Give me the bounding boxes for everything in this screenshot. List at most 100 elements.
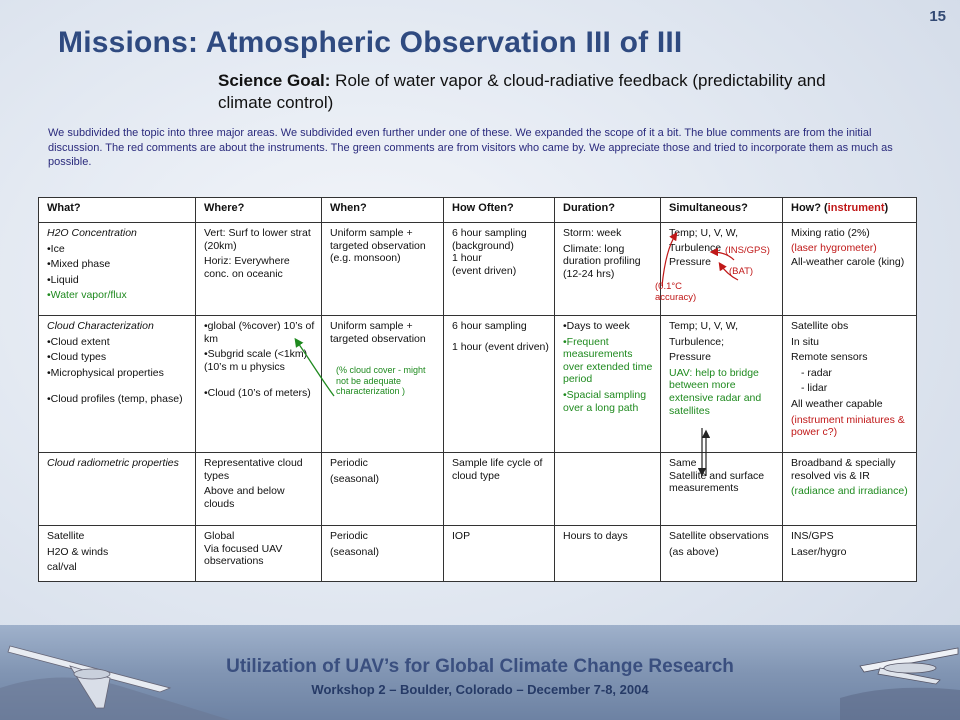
cell-line: Uniform sample + targeted observation (e… bbox=[330, 227, 426, 265]
cell-duration bbox=[554, 452, 661, 526]
cell-line: 1 hour bbox=[452, 252, 482, 265]
cell-when: Uniform sample + targeted observation (e… bbox=[321, 222, 444, 316]
cell-how: Mixing ratio (2%) (laser hygrometer) All… bbox=[782, 222, 917, 316]
cell-what: Cloud Characterization •Cloud extent •Cl… bbox=[38, 315, 196, 453]
cell-when: Uniform sample + targeted observation (%… bbox=[321, 315, 444, 453]
cell-line: Satellite observations bbox=[669, 530, 769, 542]
cell-line: Temp; U, V, W, bbox=[669, 227, 739, 239]
cell-how: Broadband & specially resolved vis & IR … bbox=[782, 452, 917, 526]
cell-simultaneous: Temp; U, V, W, Turbulence Pressure (INS/… bbox=[655, 222, 783, 316]
cell-line: •Frequent measurements over extended tim… bbox=[563, 335, 653, 386]
cell-line: (seasonal) bbox=[330, 472, 380, 485]
cell-where: Vert: Surf to lower strat (20km) Horiz: … bbox=[195, 222, 322, 316]
cell-how: Satellite obs In situ Remote sensors - r… bbox=[782, 315, 917, 453]
uav-aircraft-left-icon bbox=[0, 645, 230, 720]
cell-line: •Cloud (10’s of meters) bbox=[204, 387, 311, 400]
footer-subtitle: Workshop 2 – Boulder, Colorado – Decembe… bbox=[311, 682, 649, 697]
cell-line: •global (%cover) 10’s of km bbox=[204, 320, 315, 345]
cell-line: UAV: help to bridge between more extensi… bbox=[669, 366, 762, 417]
header-how-close: ) bbox=[884, 202, 889, 214]
footer-title: Utilization of UAV’s for Global Climate … bbox=[226, 656, 734, 677]
cell-how-often: 6 hour sampling 1 hour (event driven) bbox=[443, 315, 555, 453]
cell-line: Sample life cycle of cloud type bbox=[452, 457, 543, 482]
cell-line: •Cloud extent bbox=[47, 335, 110, 348]
header-simultaneous: Simultaneous? bbox=[660, 197, 783, 223]
cell-line: cal/val bbox=[47, 561, 77, 574]
cell-line: - lidar bbox=[801, 382, 828, 395]
cell-line: •Days to week bbox=[563, 320, 630, 332]
header-duration: Duration? bbox=[554, 197, 661, 223]
cell-line: Cloud Characterization bbox=[47, 320, 154, 332]
header-what: What? bbox=[38, 197, 196, 223]
note-bat: (BAT) bbox=[729, 266, 754, 277]
cell-line: Pressure bbox=[669, 256, 712, 269]
cell-duration: •Days to week •Frequent measurements ove… bbox=[554, 315, 661, 453]
cell-line: All-weather carole (king) bbox=[791, 256, 905, 269]
cell-line: Turbulence bbox=[669, 241, 722, 254]
cell-line: H2O & winds bbox=[47, 545, 109, 558]
cell-line: Climate: long duration profiling (12-24 … bbox=[563, 242, 641, 280]
cell-line: Vert: Surf to lower strat (20km) bbox=[204, 227, 311, 252]
cell-line: Mixing ratio (2%) bbox=[791, 227, 870, 239]
cell-line: •Subgrid scale (<1km) (10’s m u physics bbox=[204, 348, 308, 373]
cell-line: Turbulence; bbox=[669, 335, 725, 348]
cell-line: Periodic bbox=[330, 457, 368, 469]
cell-line: Satellite bbox=[47, 530, 85, 542]
cell-when: Periodic (seasonal) bbox=[321, 525, 444, 582]
cell-line: Horiz: Everywhere conc. on oceanic bbox=[204, 255, 290, 280]
cell-line: •Mixed phase bbox=[47, 258, 111, 271]
table-row: Cloud radiometric properties Representat… bbox=[38, 452, 917, 526]
cell-line: (as above) bbox=[669, 545, 719, 558]
mission-table: What? Where? When? How Often? Duration? … bbox=[38, 197, 917, 582]
cell-line: 1 hour (event driven) bbox=[452, 340, 549, 353]
cell-line: 6 hour sampling bbox=[452, 320, 527, 332]
cell-what: Cloud radiometric properties bbox=[38, 452, 196, 526]
cell-where: •global (%cover) 10’s of km •Subgrid sca… bbox=[195, 315, 322, 453]
table-header-row: What? Where? When? How Often? Duration? … bbox=[38, 197, 917, 223]
page-number: 15 bbox=[929, 8, 946, 25]
cell-simultaneous: Temp; U, V, W, Turbulence; Pressure UAV:… bbox=[660, 315, 783, 453]
cell-duration: Hours to days bbox=[554, 525, 661, 582]
cell-simultaneous: Same Satellite and surface measurements bbox=[660, 452, 783, 526]
intro-paragraph: We subdivided the topic into three major… bbox=[48, 127, 893, 169]
cell-line: Cloud radiometric properties bbox=[47, 457, 179, 469]
cell-line: (radiance and irradiance) bbox=[791, 485, 908, 498]
cell-line: INS/GPS bbox=[791, 530, 834, 542]
cell-line: Remote sensors bbox=[791, 351, 868, 364]
cell-line: All weather capable bbox=[791, 397, 883, 410]
cell-line: Same bbox=[669, 457, 697, 469]
cell-line: Satellite obs bbox=[791, 320, 849, 332]
table-row: Cloud Characterization •Cloud extent •Cl… bbox=[38, 315, 917, 453]
cell-line: Hours to days bbox=[563, 530, 628, 542]
cell-line: •Microphysical properties bbox=[47, 366, 164, 379]
cell-simultaneous: Satellite observations (as above) bbox=[660, 525, 783, 582]
cell-duration: Storm: week Climate: long duration profi… bbox=[554, 222, 661, 316]
cell-line: H2O Concentration bbox=[47, 227, 137, 239]
cell-line: IOP bbox=[452, 530, 471, 542]
cell-line: •Ice bbox=[47, 242, 65, 255]
cell-how-often: 6 hour sampling (background) 1 hour (eve… bbox=[443, 222, 555, 316]
cell-where: Global Via focused UAV observations bbox=[195, 525, 322, 582]
uav-aircraft-right-icon bbox=[840, 647, 960, 720]
cell-line: Above and below clouds bbox=[204, 485, 285, 510]
cell-line: •Cloud profiles (temp, phase) bbox=[47, 393, 183, 406]
header-when: When? bbox=[321, 197, 444, 223]
note-accuracy: (0.1°C accuracy) bbox=[655, 281, 697, 303]
cell-how: INS/GPS Laser/hygro bbox=[782, 525, 917, 582]
science-goal-text: Role of water vapor & cloud-radiative fe… bbox=[218, 71, 826, 112]
table-row: H2O Concentration •Ice •Mixed phase •Liq… bbox=[38, 222, 917, 316]
science-goal: Science Goal: Role of water vapor & clou… bbox=[218, 70, 858, 114]
cell-line: Storm: week bbox=[563, 227, 622, 239]
cell-line: In situ bbox=[791, 335, 820, 348]
cell-line: Satellite and surface measurements bbox=[669, 469, 765, 495]
cell-line: Via focused UAV observations bbox=[204, 542, 283, 568]
cell-line: Pressure bbox=[669, 351, 712, 364]
cell-line: •Spacial sampling over a long path bbox=[563, 388, 647, 414]
cell-line: •Cloud types bbox=[47, 351, 107, 364]
note-cloud-cover: (% cloud cover - might not be adequate c… bbox=[336, 365, 426, 397]
cell-line: Laser/hygro bbox=[791, 545, 847, 558]
cell-line: (event driven) bbox=[452, 264, 517, 277]
header-how: How? (instrument) bbox=[782, 197, 917, 223]
science-goal-label: Science Goal: bbox=[218, 71, 331, 90]
cell-where: Representative cloud types Above and bel… bbox=[195, 452, 322, 526]
